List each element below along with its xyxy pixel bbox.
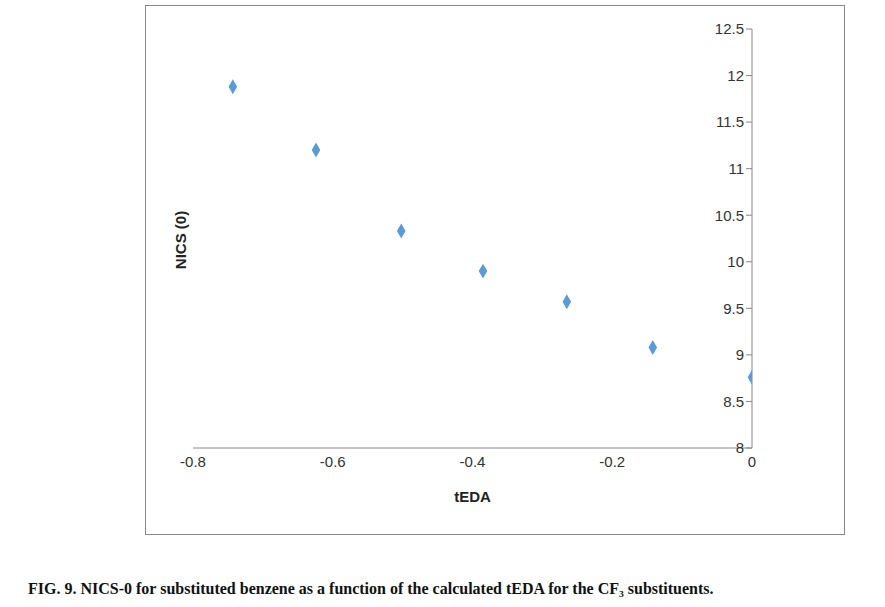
svg-text:10.5: 10.5 (715, 207, 744, 224)
svg-text:8: 8 (736, 439, 744, 456)
svg-text:12.5: 12.5 (715, 20, 744, 37)
svg-text:-0.2: -0.2 (599, 453, 625, 470)
svg-text:9.5: 9.5 (723, 300, 744, 317)
svg-text:11.5: 11.5 (716, 113, 744, 130)
svg-text:9: 9 (736, 346, 744, 363)
svg-text:-0.8: -0.8 (180, 453, 206, 470)
svg-text:-0.6: -0.6 (320, 453, 346, 470)
svg-text:0: 0 (748, 453, 756, 470)
svg-text:10: 10 (727, 253, 744, 270)
svg-text:tEDA: tEDA (454, 488, 491, 505)
svg-text:11: 11 (728, 160, 744, 177)
svg-text:NICS (0): NICS (0) (172, 211, 189, 269)
html-text:FIG. 9. NICS-0 for substituted: FIG. 9. NICS-0 for substituted benzene a… (28, 580, 714, 597)
svg-text:8.5: 8.5 (723, 393, 744, 410)
svg-text:-0.4: -0.4 (460, 453, 486, 470)
svg-text:12: 12 (727, 67, 744, 84)
